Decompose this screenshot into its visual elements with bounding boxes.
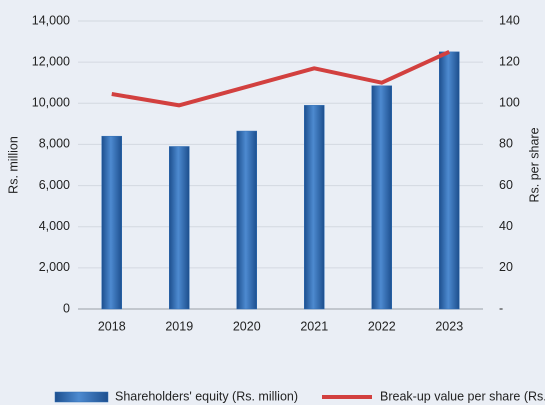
y2-tick-label: 120 xyxy=(499,54,520,68)
y-tick-label: 6,000 xyxy=(39,178,70,192)
bar xyxy=(169,146,190,310)
y-tick-label: 8,000 xyxy=(39,137,70,151)
bar xyxy=(101,135,122,310)
bar xyxy=(439,51,460,310)
x-tick-label: 2019 xyxy=(165,319,193,333)
y2-tick-label: 20 xyxy=(499,260,513,274)
y2-tick-label: 100 xyxy=(499,96,520,110)
bar xyxy=(371,85,392,310)
y2-tick-label: 140 xyxy=(499,13,520,27)
y2-tick-label: 80 xyxy=(499,137,513,151)
line xyxy=(111,50,451,108)
legend-label: Break-up value per share (Rs.) xyxy=(380,389,545,403)
x-tick-label: 2020 xyxy=(233,319,261,333)
bar xyxy=(236,130,257,310)
y-axis-label: Rs. million xyxy=(6,136,20,194)
y-tick-label: 12,000 xyxy=(32,54,70,68)
y-tick-label: 4,000 xyxy=(39,219,70,233)
y2-tick-label: 60 xyxy=(499,178,513,192)
y2-tick-label: - xyxy=(499,301,503,315)
y-tick-label: 10,000 xyxy=(32,96,70,110)
x-tick-label: 2021 xyxy=(300,319,328,333)
x-tick-label: 2023 xyxy=(435,319,463,333)
y-tick-label: 0 xyxy=(63,301,70,315)
bar xyxy=(304,105,325,310)
y-tick-label: 2,000 xyxy=(39,260,70,274)
x-tick-label: 2022 xyxy=(368,319,396,333)
y2-tick-label: 40 xyxy=(499,219,513,233)
legend-swatch xyxy=(54,391,109,403)
legend-label: Shareholders' equity (Rs. million) xyxy=(115,389,298,403)
y2-axis-label: Rs. per share xyxy=(527,127,541,202)
x-tick-label: 2018 xyxy=(98,319,126,333)
y-tick-label: 14,000 xyxy=(32,13,70,27)
